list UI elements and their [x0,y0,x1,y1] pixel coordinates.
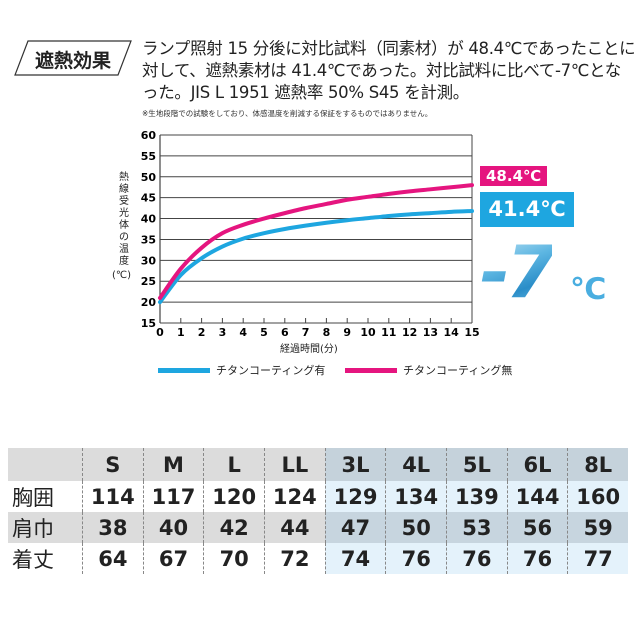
x-tick-label: 8 [323,326,331,339]
table-cell: 134 [385,481,447,512]
series-line-coated [158,209,474,305]
description: ランプ照射 15 分後に対比試料（同素材）が 48.4℃であったことに対して、遮… [142,39,636,102]
y-tick-label: 40 [141,213,157,226]
table-cell: 76 [446,543,508,574]
table-cell: 38 [82,512,144,543]
table-cell: 114 [82,481,144,512]
table-cell: 67 [142,543,204,574]
row-label: 着丈 [8,543,83,574]
table-cell: 120 [203,481,265,512]
y-tick-label: 25 [141,275,156,288]
y-axis-unit: (℃) [112,270,132,281]
table-cell: 76 [506,543,568,574]
table-cell: 47 [324,512,386,543]
y-tick-label: 30 [141,254,157,267]
table-cell: 70 [203,543,265,574]
table-cell: 56 [506,512,568,543]
row-label: 肩巾 [8,512,83,543]
table-cell: 59 [567,512,628,543]
table-cell: 64 [82,543,144,574]
table-row: 着丈 64 67 70 72 74 76 76 76 77 [8,543,628,574]
x-tick-label: 15 [464,326,479,339]
size-header: LL [264,448,326,481]
y-axis-label: 熱線受光体の温度 [119,172,129,267]
table-cell: 160 [567,481,628,512]
x-tick-label: 13 [423,326,438,339]
x-tick-label: 2 [198,326,206,339]
y-tick-label: 60 [141,129,157,142]
difference-value: -7 [480,230,556,314]
legend-label: チタンコーティング有 [216,364,326,377]
table-cell: 144 [506,481,568,512]
x-tick-label: 3 [219,326,227,339]
table-cell: 42 [203,512,265,543]
legend-swatch [345,367,397,373]
x-tick-label: 9 [343,326,351,339]
table-cell: 74 [324,543,386,574]
table-cell: 53 [446,512,508,543]
size-header: 8L [567,448,628,481]
table-cell: 40 [142,512,204,543]
x-tick-label: 0 [156,326,164,339]
size-header: 4L [385,448,447,481]
x-tick-label: 12 [402,326,417,339]
badge-label: 遮熱効果 [34,50,111,72]
section-badge: 遮熱効果 [14,40,132,76]
size-header: S [82,448,144,481]
table-cell: 124 [264,481,326,512]
table-cell: 76 [385,543,447,574]
size-header: L [203,448,265,481]
size-header: 5L [446,448,508,481]
table-cell: 72 [264,543,326,574]
table-row: 肩巾 38 40 42 44 47 50 53 56 59 [8,512,628,543]
table-cell: 77 [567,543,628,574]
table-cell: 44 [264,512,326,543]
table-row: 胸囲 114 117 120 124 129 134 139 144 160 [8,481,628,512]
y-tick-label: 35 [141,233,156,246]
y-tick-label: 50 [141,171,157,184]
x-tick-label: 6 [281,326,289,339]
x-tick-label: 14 [444,326,460,339]
table-cell: 117 [142,481,204,512]
legend-label: チタンコーティング無 [403,364,513,377]
difference-unit: ℃ [570,272,607,307]
size-table: S M L LL 3L 4L 5L 6L 8L 胸囲 114 117 120 124 12… [8,448,628,574]
table-cell: 50 [385,512,447,543]
size-header-row: S M L LL 3L 4L 5L 6L 8L [8,448,628,481]
y-tick-label: 15 [141,317,156,330]
y-tick-label: 55 [141,150,156,163]
uncoated-end-label: 48.4℃ [480,166,548,186]
legend-item-coated: チタンコーティング有 [158,362,325,378]
series-line-uncoated [158,183,474,300]
legend-item-uncoated: チタンコーティング無 [345,362,512,378]
x-tick-label: 5 [260,326,268,339]
table-cell: 129 [324,481,386,512]
row-label: 胸囲 [8,481,83,512]
size-header: 6L [506,448,568,481]
y-tick-label: 45 [141,192,156,205]
y-tick-label: 20 [141,296,157,309]
size-header: 3L [324,448,386,481]
x-axis-label: 経過時間(分) [280,344,338,355]
x-tick-label: 11 [381,326,396,339]
x-tick-label: 4 [239,326,247,339]
disclaimer-note: ※生地段階での試験をしており、体感温度を削減する保証をするものではありません。 [142,109,433,118]
x-tick-label: 7 [302,326,310,339]
corner-cell [8,448,83,481]
badge-frame [14,40,132,76]
table-cell: 139 [446,481,508,512]
legend-swatch [158,367,210,373]
coated-end-label: 41.4℃ [480,192,574,227]
x-tick-label: 1 [177,326,185,339]
size-header: M [142,448,204,481]
x-tick-label: 10 [360,326,376,339]
